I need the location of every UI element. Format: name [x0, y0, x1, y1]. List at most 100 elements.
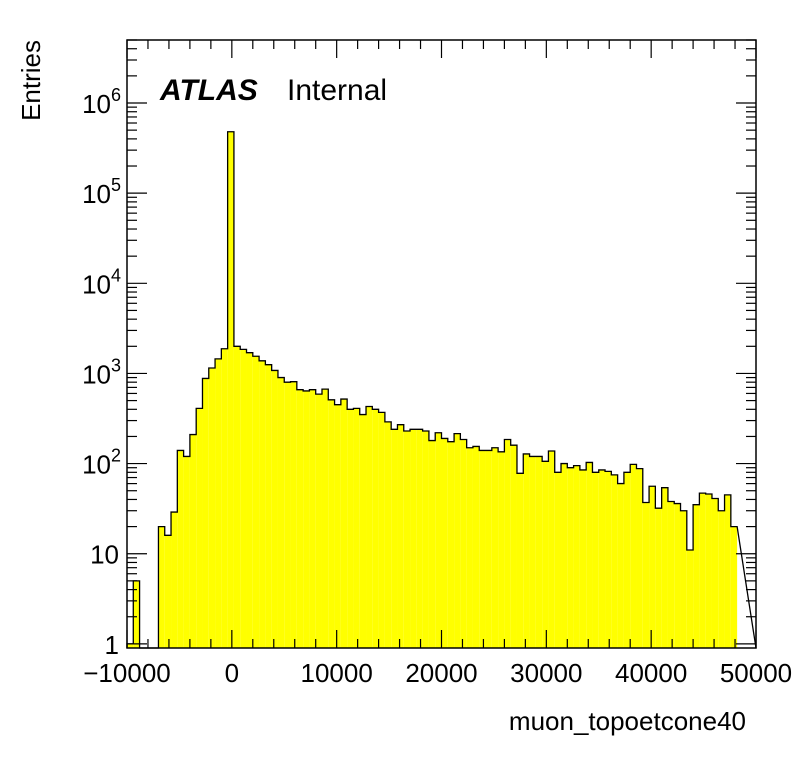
histogram-bin: [183, 456, 190, 648]
tick-labels: −10000 0 10000 20000 30000 40000 50000 1 10 102 10…: [82, 85, 792, 688]
histogram-bins: [126, 131, 757, 649]
histogram-bin: [372, 409, 379, 648]
histogram-bin: [586, 462, 593, 648]
histogram-outline: [126, 131, 757, 649]
histogram-bin: [277, 377, 285, 648]
histogram-bin: [680, 510, 687, 648]
histogram-bin: [246, 352, 253, 648]
histogram-bin: [523, 453, 530, 648]
histogram-bin: [315, 394, 322, 648]
histogram-bin: [598, 469, 606, 648]
histogram-bin: [233, 346, 241, 648]
histogram-bin: [649, 486, 656, 648]
histogram-bin: [340, 399, 348, 648]
histogram-bin: [403, 430, 411, 648]
histogram-bin: [347, 409, 354, 648]
histogram-bin: [321, 389, 329, 648]
histogram-bin: [127, 643, 134, 648]
histogram-bin: [642, 502, 650, 648]
histogram-bin: [605, 471, 612, 648]
histogram-bin: [171, 512, 178, 648]
histogram-bin: [227, 131, 234, 649]
histogram-bin: [334, 404, 341, 648]
x-axis-title: muon_topoetcone40: [509, 706, 746, 736]
histogram-bin: [542, 461, 549, 648]
histogram-bin: [466, 447, 473, 648]
histogram-bin: [328, 399, 335, 648]
histogram-bin: [158, 526, 165, 648]
histogram-bin: [554, 472, 562, 648]
histogram-bin: [435, 432, 442, 648]
histogram-bin: [705, 493, 712, 648]
histogram-bin: [479, 450, 486, 648]
y-tick-label: 104: [82, 265, 121, 299]
histogram-bin: [623, 472, 631, 648]
histogram-bin: [579, 469, 587, 648]
histogram-bin: [454, 433, 461, 648]
histogram-bin: [724, 494, 731, 648]
x-tick-label: 30000: [510, 658, 582, 688]
histogram-bin: [661, 487, 668, 648]
histogram-bin: [567, 467, 574, 648]
histogram-bin: [561, 463, 568, 648]
histogram-bin: [718, 510, 725, 648]
x-tick-label: 10000: [301, 658, 373, 688]
y-tick-label: 10: [90, 540, 119, 570]
histogram-bin: [573, 465, 580, 648]
histogram-bin: [259, 360, 266, 648]
histogram-bin: [699, 493, 706, 648]
histogram-bin: [693, 504, 700, 648]
histogram-bin: [133, 580, 140, 648]
histogram-bin: [548, 450, 555, 648]
histogram-bin: [296, 389, 304, 648]
y-tick-label: 106: [82, 85, 121, 119]
x-tick-label: 20000: [405, 658, 477, 688]
histogram-bin: [674, 503, 681, 648]
x-tick-label: 0: [225, 658, 239, 688]
histogram-bin: [535, 456, 543, 648]
histogram-bin: [309, 389, 316, 648]
histogram-bin: [353, 408, 360, 648]
histogram-bin: [384, 421, 392, 648]
histogram-bin: [485, 450, 492, 648]
histogram-bin: [252, 356, 260, 648]
histogram-bin: [730, 526, 738, 648]
histogram-bin: [510, 445, 517, 648]
histogram-bin: [202, 378, 209, 648]
histogram-bin: [221, 348, 228, 648]
histogram-bin: [504, 439, 511, 648]
histogram-bin: [391, 429, 398, 648]
histogram-bin: [196, 408, 203, 648]
histogram-bin: [655, 508, 662, 648]
histogram-bin: [447, 441, 455, 648]
histogram-bin: [428, 440, 436, 648]
histogram-bin: [422, 430, 429, 648]
histogram-bin: [667, 501, 675, 648]
histogram-bin: [416, 429, 423, 648]
histogram-bin: [592, 472, 599, 648]
axis-ticks: [126, 39, 757, 648]
atlas-sublabel: Internal: [287, 74, 387, 107]
histogram-bin: [189, 434, 197, 648]
histogram-bin: [164, 535, 172, 648]
histogram-bin: [498, 451, 505, 648]
histogram-bin: [177, 450, 184, 648]
histogram-bin: [303, 390, 310, 648]
histogram-bin: [472, 446, 480, 648]
histogram-bin: [636, 468, 643, 648]
histogram-bin: [265, 364, 272, 648]
histogram-bin: [529, 456, 536, 648]
histogram-bin: [711, 498, 719, 648]
histogram-bin: [460, 439, 467, 648]
y-tick-label: 102: [82, 446, 121, 480]
histogram-bin: [378, 412, 385, 648]
y-tick-label: 105: [82, 175, 121, 209]
histogram-bin: [441, 438, 448, 648]
histogram-bin: [208, 367, 216, 648]
x-tick-label: 50000: [720, 658, 792, 688]
x-tick-label: −10000: [83, 658, 170, 688]
x-tick-label: 40000: [615, 658, 687, 688]
histogram-bin: [240, 349, 247, 648]
y-tick-label: 103: [82, 355, 121, 389]
